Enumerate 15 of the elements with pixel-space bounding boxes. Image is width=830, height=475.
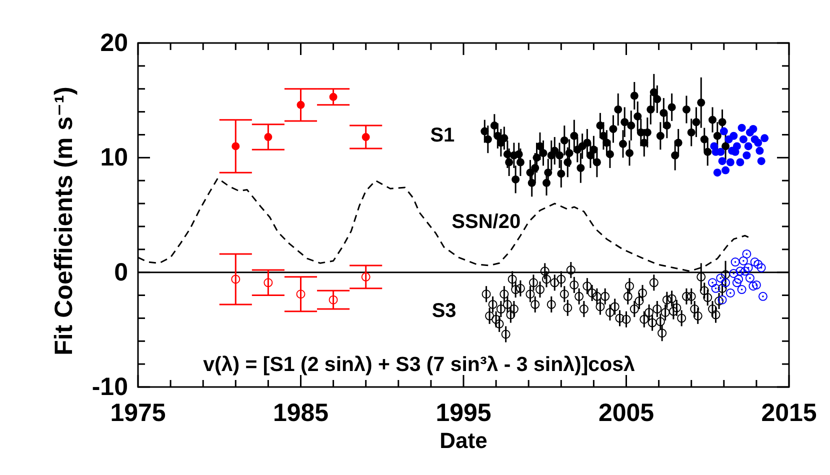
series-label: SSN/20 xyxy=(452,210,521,233)
x-axis-title: Date xyxy=(440,428,488,453)
series-label: S1 xyxy=(430,124,455,146)
y-axis-title: Fit Coefficients (m s⁻¹) xyxy=(50,86,78,356)
y-tick-label: 0 xyxy=(114,258,128,286)
x-tick-label: 2015 xyxy=(761,399,817,427)
x-tick-label: 2005 xyxy=(598,399,654,427)
x-tick-label: 1995 xyxy=(436,399,492,427)
annotation: v(λ) = [S1 (2 sinλ) + S3 (7 sin³λ - 3 sinλ)]cosλ xyxy=(203,353,636,376)
x-tick-label: 1975 xyxy=(110,399,166,427)
x-tick-label: 1985 xyxy=(272,399,329,427)
series-label: S3 xyxy=(432,300,456,322)
y-tick-label: 10 xyxy=(100,144,128,172)
y-tick-label: 20 xyxy=(100,29,128,57)
y-tick-label: -10 xyxy=(92,373,128,401)
